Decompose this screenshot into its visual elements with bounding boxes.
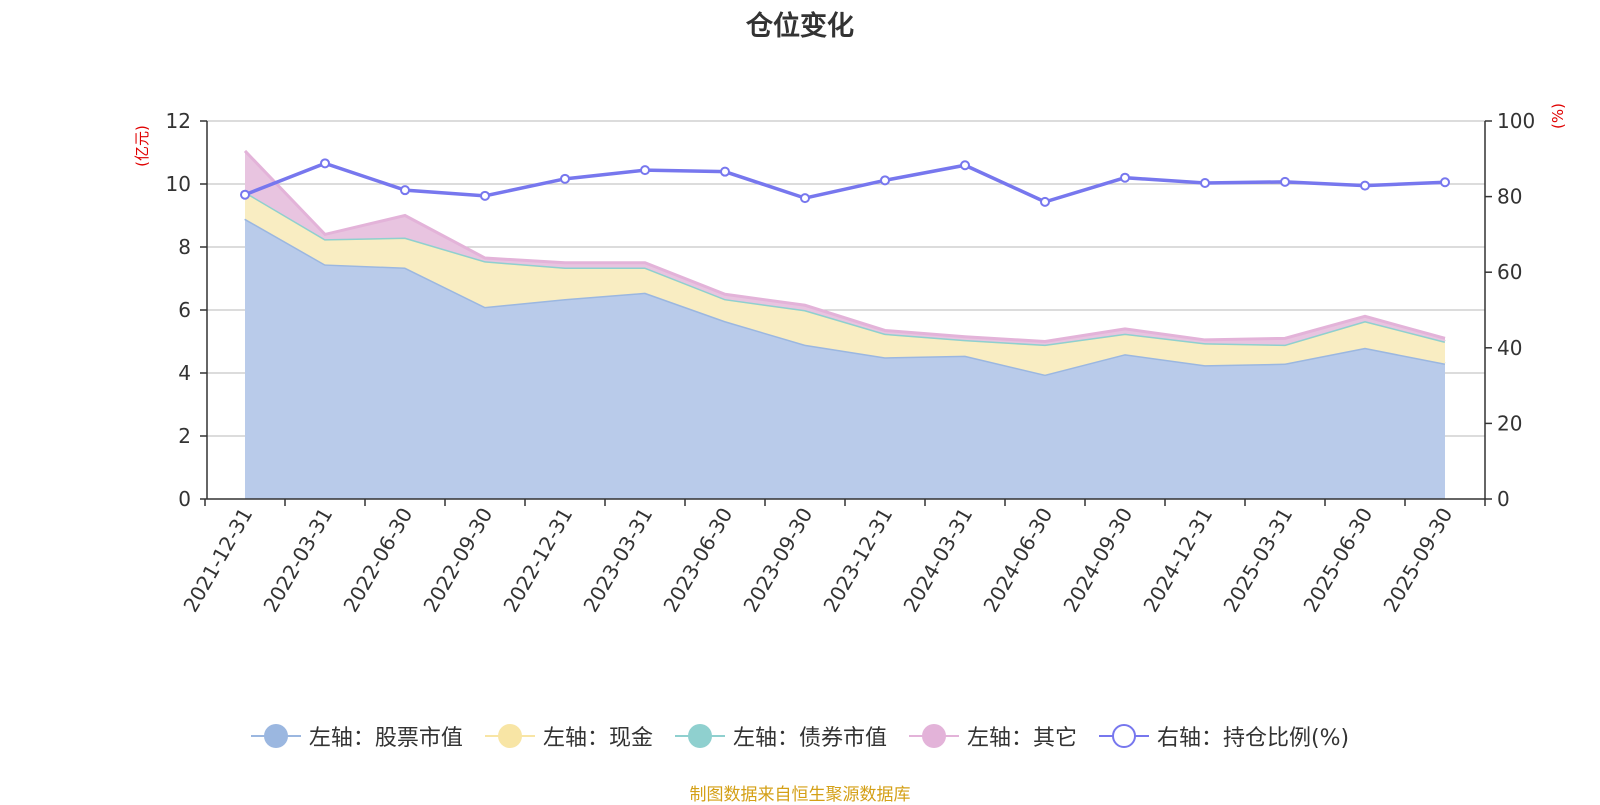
x-tick-label: 2024-03-31 xyxy=(898,504,977,617)
legend-stock-icon xyxy=(250,723,301,749)
chart-title: 仓位变化 xyxy=(746,11,854,42)
x-tick-label: 2023-03-31 xyxy=(578,504,657,617)
ratio-point xyxy=(1200,177,1210,188)
left-tick-label: 6 xyxy=(178,298,191,322)
left-tick-label: 10 xyxy=(166,172,191,196)
ratio-point xyxy=(880,175,890,186)
right-tick-label: 40 xyxy=(1497,336,1522,360)
right-tick-label: 60 xyxy=(1497,260,1522,284)
x-tick-label: 2022-09-30 xyxy=(418,504,497,617)
legend-bond-icon xyxy=(674,723,725,749)
legend-ratio-icon xyxy=(1098,723,1149,749)
left-tick-label: 0 xyxy=(178,487,191,511)
legend-cash-icon xyxy=(484,723,535,749)
x-tick-label: 2023-09-30 xyxy=(738,504,817,617)
x-tick-label: 2023-12-31 xyxy=(818,504,897,617)
x-tick-label: 2023-06-30 xyxy=(658,504,737,617)
left-axis-unit: (亿元) xyxy=(133,125,151,167)
x-tick-label: 2024-06-30 xyxy=(978,504,1057,617)
legend: 左轴：股票市值 左轴：现金 左轴：债券市值 左轴：其它 右轴：持仓比例(%) xyxy=(0,720,1600,752)
area-edge-series-3 xyxy=(243,149,1446,344)
chart-canvas: 0 2 4 6 8 10 12 0 20 40 60 80 100 2021-12-31 2022-03-3… xyxy=(133,103,1567,617)
legend-label: 左轴：股票市值 xyxy=(308,726,463,751)
x-tick-label: 2024-12-31 xyxy=(1138,504,1217,617)
x-tick-label: 2025-03-31 xyxy=(1218,504,1297,617)
ratio-point xyxy=(320,158,330,169)
ratio-line xyxy=(240,158,1450,207)
ratio-point xyxy=(240,189,250,200)
ratio-point xyxy=(1040,196,1050,207)
legend-label: 左轴：其它 xyxy=(966,726,1077,751)
ratio-point xyxy=(480,190,490,201)
right-tick-label: 100 xyxy=(1497,109,1535,133)
x-tick-label: 2021-12-31 xyxy=(178,504,257,617)
ratio-point xyxy=(800,193,810,204)
ratio-point xyxy=(1280,176,1290,187)
legend-label: 左轴：债券市值 xyxy=(732,726,887,751)
x-tick-label: 2022-12-31 xyxy=(498,504,577,617)
left-tick-label: 4 xyxy=(178,361,191,385)
left-tick-label: 8 xyxy=(178,235,191,259)
legend-item-other[interactable]: 左轴：其它 xyxy=(908,720,1077,752)
x-tick-label: 2024-09-30 xyxy=(1058,504,1137,617)
ratio-point xyxy=(1360,180,1370,191)
legend-item-bond[interactable]: 左轴：债券市值 xyxy=(674,720,887,752)
ratio-point xyxy=(1440,177,1450,188)
ratio-point xyxy=(960,160,970,171)
left-tick-label: 12 xyxy=(166,109,191,133)
stacked-areas xyxy=(243,149,1446,499)
right-tick-label: 80 xyxy=(1497,185,1522,209)
legend-item-cash[interactable]: 左轴：现金 xyxy=(484,720,653,752)
right-tick-label: 0 xyxy=(1497,487,1510,511)
area-series-0 xyxy=(245,218,1445,499)
ratio-point xyxy=(720,166,730,177)
data-source-note: 制图数据来自恒生聚源数据库 xyxy=(689,785,911,805)
right-tick-label: 20 xyxy=(1497,411,1522,435)
x-tick-label: 2022-03-31 xyxy=(258,504,337,617)
ratio-line-path xyxy=(244,161,1446,204)
legend-label: 右轴：持仓比例(%) xyxy=(1156,726,1350,751)
legend-item-stock[interactable]: 左轴：股票市值 xyxy=(250,720,463,752)
x-tick-label: 2022-06-30 xyxy=(338,504,417,617)
area-series-1 xyxy=(245,191,1445,375)
legend-item-ratio[interactable]: 右轴：持仓比例(%) xyxy=(1098,720,1350,752)
ratio-point xyxy=(400,185,410,196)
left-tick-label: 2 xyxy=(178,424,191,448)
legend-other-icon xyxy=(908,723,959,749)
ratio-point xyxy=(1120,172,1130,183)
ratio-point xyxy=(640,165,650,176)
right-axis-unit: (%) xyxy=(1549,103,1567,129)
x-tick-label: 2025-06-30 xyxy=(1298,504,1377,617)
x-tick-label: 2025-09-30 xyxy=(1378,504,1457,617)
legend-label: 左轴：现金 xyxy=(542,726,653,751)
ratio-point xyxy=(560,173,570,184)
